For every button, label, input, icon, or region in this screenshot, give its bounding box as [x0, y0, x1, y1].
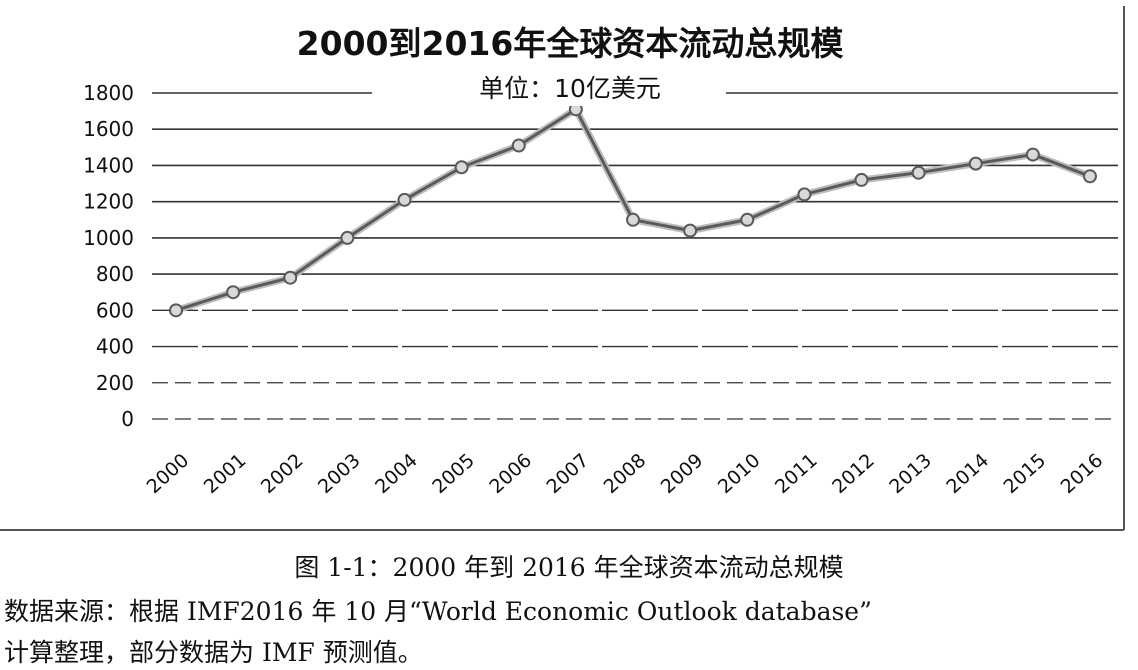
x-tick-label: 2002: [257, 449, 308, 498]
data-point: [283, 270, 298, 285]
x-tick-label: 2013: [885, 449, 936, 498]
x-tick-label: 2014: [942, 449, 993, 498]
x-tick-label: 2012: [828, 449, 879, 498]
data-point: [1083, 169, 1097, 184]
data-point: [226, 285, 241, 300]
data-point: [854, 172, 869, 187]
chart-area: 0 200 400 600 800 1000 1200 1400 1600 1800 2000 20…: [0, 6, 1125, 531]
data-point: [911, 165, 926, 180]
y-tick-label: 0: [121, 407, 134, 431]
y-tick-label: 800: [96, 262, 134, 286]
y-tick-label: 400: [96, 335, 134, 359]
data-point: [1025, 147, 1040, 162]
chart-subtitle: 单位：10亿美元: [479, 74, 661, 103]
data-point: [683, 223, 698, 238]
chart-title: 2000到2016年全球资本流动总规模: [297, 24, 845, 63]
x-tick-label: 2011: [771, 449, 822, 498]
subtitle-backdrop: [372, 72, 726, 106]
source-note-line-1: 数据来源：根据 IMF2016 年 10 月“World Economic Ou…: [4, 597, 872, 626]
x-axis-tick-labels: 2000 2001 2002 2003 2004 2005 2006 2007 2008 2009…: [143, 449, 1108, 498]
y-tick-label: 600: [96, 298, 134, 322]
y-tick-label: 1800: [83, 81, 134, 105]
data-point: [397, 192, 412, 207]
x-tick-label: 2003: [314, 449, 365, 498]
y-tick-label: 1400: [83, 153, 134, 177]
x-tick-label: 2015: [1000, 449, 1051, 498]
x-tick-label: 2010: [714, 449, 765, 498]
x-tick-label: 2009: [657, 449, 708, 498]
data-point: [511, 138, 526, 153]
y-tick-label: 1600: [83, 117, 134, 141]
source-note-line-2: 计算整理，部分数据为 IMF 预测值。: [4, 638, 423, 667]
y-tick-label: 1000: [83, 226, 134, 250]
figure-caption: 图 1-1：2000 年到 2016 年全球资本流动总规模: [294, 553, 844, 582]
series-line-halo: [174, 105, 1092, 314]
data-point: [968, 156, 983, 171]
x-tick-label: 2004: [371, 449, 422, 498]
data-point: [740, 212, 755, 227]
x-tick-label: 2006: [485, 449, 536, 498]
x-tick-label: 2005: [428, 449, 479, 498]
data-point: [626, 212, 640, 227]
x-tick-label: 2001: [200, 449, 251, 498]
data-point: [454, 160, 469, 175]
x-tick-label: 2000: [143, 449, 194, 498]
x-tick-label: 2007: [543, 449, 594, 498]
series-line: [175, 107, 1091, 312]
y-tick-label: 200: [96, 371, 134, 395]
x-tick-label: 2016: [1057, 449, 1108, 498]
gridlines: [152, 92, 1118, 420]
data-series: [169, 102, 1097, 318]
data-point: [797, 187, 812, 202]
y-tick-label: 1200: [83, 190, 134, 214]
y-axis-tick-labels: 0 200 400 600 800 1000 1200 1400 1600 1800: [83, 81, 134, 431]
data-point: [340, 230, 355, 245]
x-tick-label: 2008: [600, 449, 651, 498]
data-point: [169, 303, 183, 318]
